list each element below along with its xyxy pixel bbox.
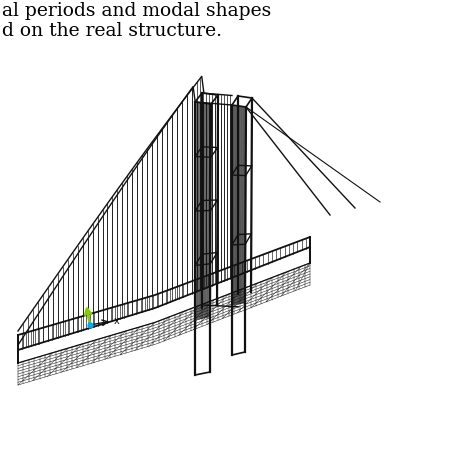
Text: al periods and modal shapes: al periods and modal shapes [2,2,271,20]
Text: x: x [114,316,120,326]
Text: d on the real structure.: d on the real structure. [2,22,222,40]
